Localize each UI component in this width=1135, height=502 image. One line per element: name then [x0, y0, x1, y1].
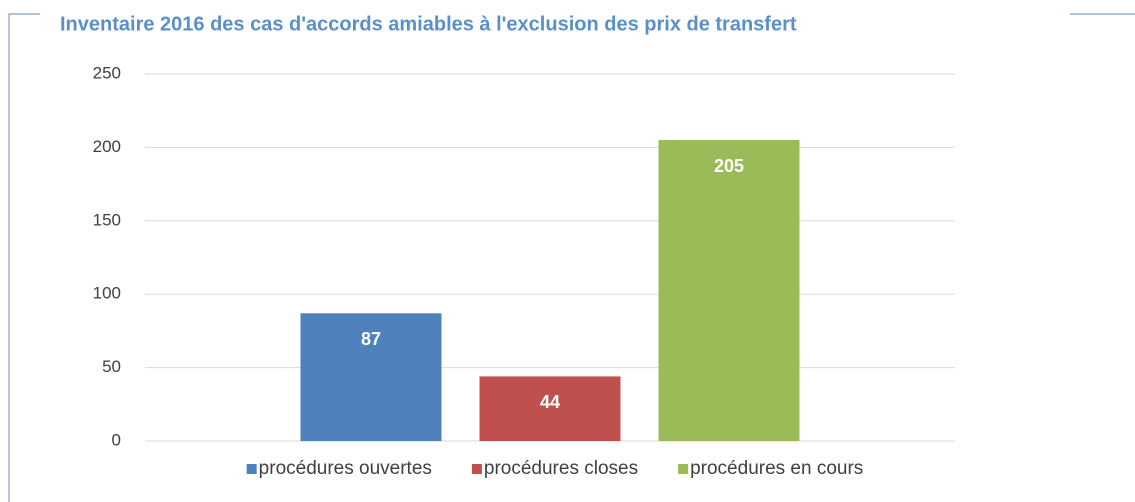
bar [300, 313, 442, 441]
bar [479, 376, 621, 441]
chart-title: Inventaire 2016 des cas d'accords amiabl… [60, 13, 797, 35]
data-label: 44 [540, 392, 560, 412]
legend-label: procédures en cours [690, 458, 863, 479]
y-tick-label: 250 [93, 63, 121, 82]
data-label: 87 [361, 329, 381, 349]
legend-label: procédures ouvertes [259, 458, 432, 479]
data-label: 205 [714, 156, 744, 176]
legend-swatch [246, 464, 257, 474]
y-tick-label: 200 [93, 137, 121, 156]
legend-swatch [471, 464, 482, 474]
y-tick-label: 0 [112, 430, 121, 449]
frame [8, 13, 1135, 502]
y-tick-label: 50 [102, 357, 121, 376]
y-tick-label: 100 [93, 284, 121, 303]
y-tick-label: 150 [93, 210, 121, 229]
bar [658, 140, 800, 441]
legend-label: procédures closes [484, 458, 638, 479]
legend-swatch [678, 464, 689, 474]
